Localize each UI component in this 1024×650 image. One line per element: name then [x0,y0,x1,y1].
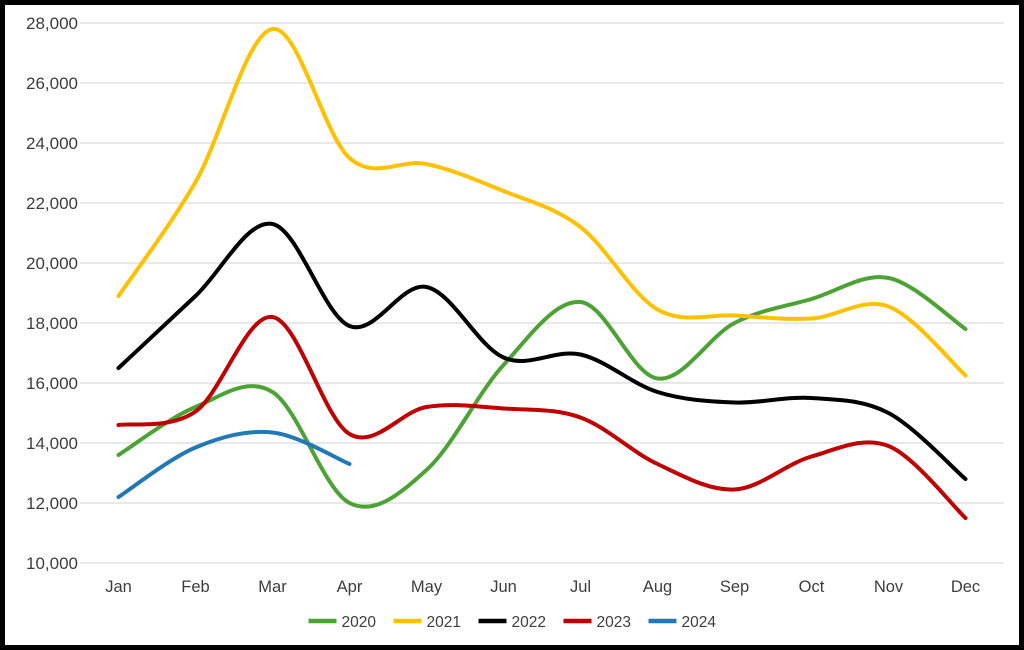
legend-label-2023: 2023 [597,614,631,631]
y-axis-tick-label: 10,000 [26,554,78,573]
x-axis-month-label: Oct [799,578,825,596]
x-axis-month-label: Sep [720,578,749,596]
legend-label-2020: 2020 [342,614,377,631]
x-axis-month-label: Aug [643,578,672,596]
x-axis-month-label: Dec [951,578,980,596]
y-axis-tick-label: 28,000 [26,14,78,33]
legend-label-2022: 2022 [512,614,546,631]
y-axis-tick-label: 20,000 [26,254,78,273]
x-axis-month-label: Apr [337,578,363,596]
y-axis-tick-label: 18,000 [26,314,78,333]
legend-label-2024: 2024 [682,614,717,631]
series-line-2023 [116,315,968,520]
y-axis-tick-label: 14,000 [26,434,78,453]
x-axis-month-label: Mar [258,578,287,596]
series-line-2022 [116,221,968,481]
series-line-2020 [116,275,968,509]
x-axis-month-label: Jul [570,578,591,596]
series-line-2021 [116,27,968,378]
x-axis-month-label: Jun [490,578,517,596]
x-axis-month-label: May [411,578,443,596]
y-axis-tick-label: 16,000 [26,374,78,393]
y-axis-tick-label: 24,000 [26,134,78,153]
legend-label-2021: 2021 [427,614,461,631]
y-axis-tick-label: 12,000 [26,494,78,513]
y-axis-tick-label: 22,000 [26,194,78,213]
y-axis-tick-label: 26,000 [26,74,78,93]
x-axis-month-label: Feb [181,578,209,596]
x-axis-month-label: Nov [874,578,904,596]
series-line-2024 [116,429,352,499]
x-axis-month-label: Jan [105,578,132,596]
